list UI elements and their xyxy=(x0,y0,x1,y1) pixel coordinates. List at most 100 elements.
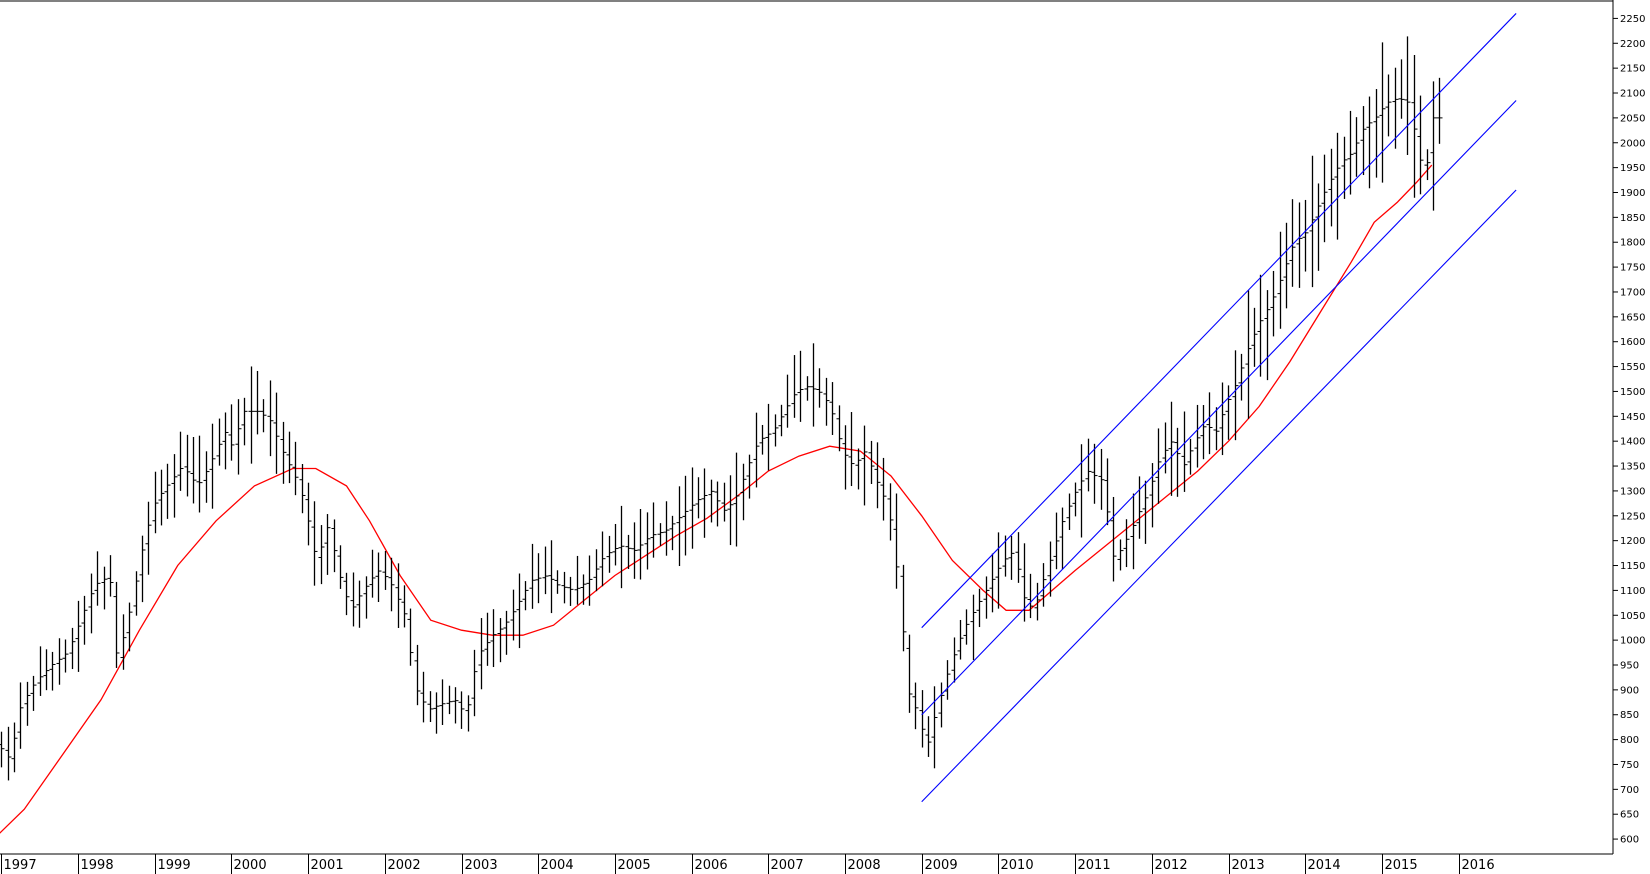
ohlc-bar xyxy=(503,610,510,655)
ohlc-bar xyxy=(983,576,990,619)
ohlc-bar xyxy=(1072,482,1079,517)
ohlc-bar xyxy=(24,681,31,726)
ohlc-bar xyxy=(177,431,184,491)
ohlc-bar xyxy=(1142,480,1149,544)
ohlc-bar xyxy=(657,523,664,546)
ohlc-bar xyxy=(133,571,140,616)
ohlc-bar xyxy=(1194,404,1201,468)
ohlc-bar xyxy=(1309,155,1316,288)
ohlc-bar xyxy=(663,501,670,556)
y-tick-label: 1900 xyxy=(1620,188,1645,199)
ohlc-bar xyxy=(784,374,791,428)
ohlc-bar xyxy=(912,682,919,730)
x-tick-label: 2007 xyxy=(771,858,804,873)
x-tick-label: 2009 xyxy=(925,858,958,873)
y-tick-label: 1950 xyxy=(1620,163,1645,174)
ohlc-bar xyxy=(446,685,453,715)
ohlc-bar xyxy=(746,454,753,499)
ohlc-bar xyxy=(1130,493,1137,570)
ohlc-bar xyxy=(152,471,159,534)
ohlc-bar xyxy=(1053,512,1060,570)
ohlc-bar xyxy=(1296,202,1303,288)
x-tick-label: 2010 xyxy=(1001,858,1034,873)
y-tick-label: 1100 xyxy=(1620,586,1645,597)
ohlc-bar xyxy=(139,535,146,603)
ohlc-bar xyxy=(1302,199,1309,272)
ohlc-bar xyxy=(970,594,977,661)
ohlc-bar xyxy=(689,467,696,549)
ohlc-bar xyxy=(1270,270,1277,337)
ohlc-bar xyxy=(1379,42,1386,183)
ohlc-bar xyxy=(855,448,862,490)
ohlc-bar xyxy=(56,638,63,685)
x-tick-label: 2011 xyxy=(1078,858,1111,873)
ohlc-bar xyxy=(107,555,114,597)
y-tick-label: 2250 xyxy=(1620,14,1645,25)
ohlc-bar xyxy=(484,612,491,666)
ohlc-bar xyxy=(62,639,69,673)
ohlc-bar xyxy=(810,343,817,427)
ohlc-bar xyxy=(599,531,606,587)
ohlc-bar xyxy=(471,649,478,717)
ohlc-bar xyxy=(439,679,446,726)
ohlc-bar xyxy=(516,573,523,649)
y-tick-label: 1600 xyxy=(1620,337,1645,348)
ohlc-bars-layer xyxy=(0,36,1443,781)
ohlc-bar xyxy=(1277,231,1284,329)
ohlc-bar xyxy=(458,691,465,729)
ohlc-bar xyxy=(209,423,216,509)
ohlc-bar xyxy=(81,595,88,645)
ohlc-bar xyxy=(804,376,811,401)
y-tick-label: 1450 xyxy=(1620,412,1645,423)
y-tick-label: 1500 xyxy=(1620,387,1645,398)
ohlc-bar xyxy=(612,523,619,566)
ohlc-bar xyxy=(324,514,331,575)
ohlc-bar xyxy=(963,609,970,645)
ohlc-bar xyxy=(957,619,964,660)
y-tick-label: 1250 xyxy=(1620,511,1645,522)
ohlc-bar xyxy=(171,454,178,518)
y-tick-label: 1000 xyxy=(1620,636,1645,647)
ohlc-bar xyxy=(880,457,887,521)
y-tick-label: 800 xyxy=(1620,735,1639,746)
ohlc-bar xyxy=(1047,541,1054,597)
y-tick-label: 2100 xyxy=(1620,89,1645,100)
ohlc-bar xyxy=(1238,353,1245,401)
x-tick-label: 2014 xyxy=(1308,858,1341,873)
ohlc-bar xyxy=(497,618,504,663)
ohlc-bar xyxy=(1430,81,1437,211)
x-tick-label: 2008 xyxy=(848,858,881,873)
ohlc-bar xyxy=(1187,438,1194,475)
x-axis: 1997 1998 1999 2000 2001 2002 2003 2004 2005 2006… xyxy=(1,854,1495,874)
ohlc-bar xyxy=(427,691,434,723)
ohlc-bar xyxy=(586,555,593,606)
ohlc-bar xyxy=(510,589,517,641)
ohlc-bar xyxy=(1098,448,1105,510)
ohlc-bar xyxy=(248,366,255,464)
y-tick-label: 1750 xyxy=(1620,263,1645,274)
ohlc-bar xyxy=(292,441,299,496)
ohlc-bar xyxy=(708,479,715,523)
ohlc-bar xyxy=(1091,443,1098,504)
ohlc-bar xyxy=(414,644,421,706)
ohlc-bar xyxy=(241,397,248,446)
ohlc-bar xyxy=(1225,385,1232,440)
x-tick-label: 2006 xyxy=(695,858,728,873)
ohlc-bar xyxy=(375,552,382,603)
ohlc-bar xyxy=(1334,132,1341,240)
ohlc-bar xyxy=(1257,274,1264,377)
ohlc-bar xyxy=(203,451,210,503)
y-tick-label: 950 xyxy=(1620,660,1639,671)
ohlc-bar xyxy=(727,475,734,546)
y-tick-label: 650 xyxy=(1620,810,1639,821)
ohlc-bar xyxy=(1264,290,1271,381)
ohlc-bar xyxy=(101,566,108,610)
ohlc-bar xyxy=(989,553,996,613)
ohlc-bar xyxy=(1181,411,1188,492)
ohlc-bar xyxy=(1385,74,1392,137)
y-tick-label: 1400 xyxy=(1620,437,1645,448)
ohlc-bar xyxy=(1149,463,1156,528)
moving-average-line xyxy=(0,164,1433,834)
ohlc-bar xyxy=(1398,59,1405,119)
ohlc-bar xyxy=(1162,422,1169,474)
